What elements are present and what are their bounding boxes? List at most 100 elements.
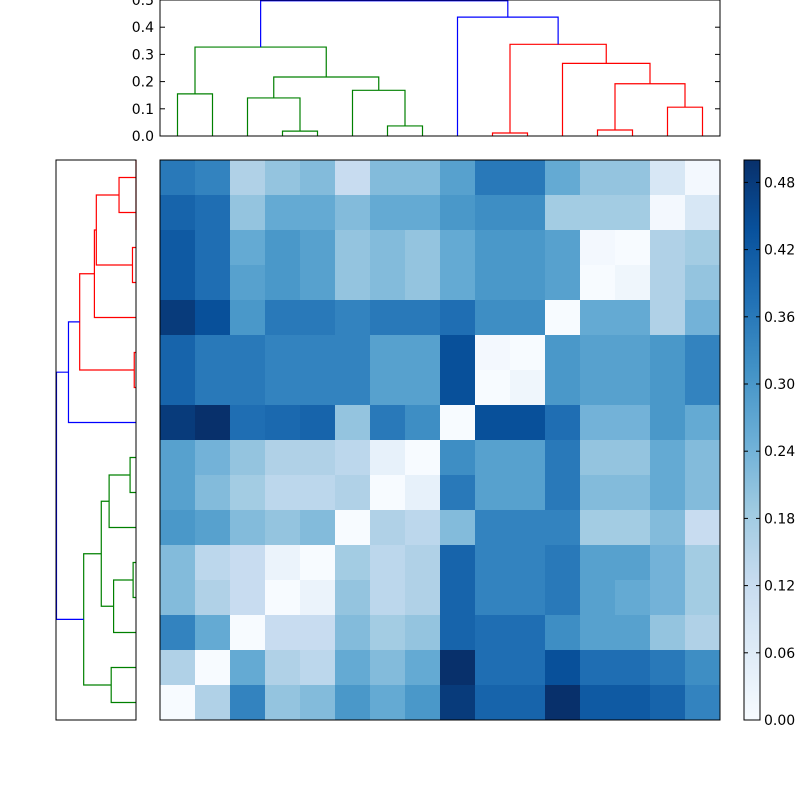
heatmap-cell [335, 545, 371, 581]
heatmap-cell [300, 230, 336, 266]
heatmap-cell [230, 370, 266, 406]
heatmap-cell [335, 335, 371, 371]
heatmap-cell [650, 335, 686, 371]
heatmap-cell [300, 475, 336, 511]
heatmap-cell [300, 685, 336, 721]
heatmap-cell [195, 545, 231, 581]
colorbar: 0.00 0.06 0.12 0.18 0.24 0.30 0.36 0.42 0.48 [743, 159, 795, 729]
heatmap-cell [300, 405, 336, 441]
heatmap-cell [195, 405, 231, 441]
heatmap-cell [265, 370, 301, 406]
heatmap-cell [195, 300, 231, 336]
heatmap-cell [160, 265, 196, 301]
heatmap-cell [510, 370, 546, 406]
heatmap-cell [685, 160, 721, 196]
colorbar-tick-label: 0.12 [764, 579, 795, 595]
heatmap-cell [615, 195, 651, 231]
heatmap-cell [230, 475, 266, 511]
colorbar-tick-label: 0.00 [764, 713, 795, 729]
heatmap-cell [685, 405, 721, 441]
top-dendrogram-ytick-label: 0.0 [132, 129, 154, 145]
heatmap-cell [685, 580, 721, 616]
heatmap-cell [580, 335, 616, 371]
heatmap-cell [160, 545, 196, 581]
heatmap-cell [545, 650, 581, 686]
heatmap-cell [265, 545, 301, 581]
heatmap-cell [405, 545, 441, 581]
heatmap-cell [440, 370, 476, 406]
heatmap-cell [405, 580, 441, 616]
heatmap-cell [650, 370, 686, 406]
heatmap-cell [160, 370, 196, 406]
heatmap-cell [265, 195, 301, 231]
heatmap-cell [265, 160, 301, 196]
heatmap-cell [335, 160, 371, 196]
heatmap-cell [195, 440, 231, 476]
heatmap-cell [160, 230, 196, 266]
heatmap-cell [405, 440, 441, 476]
heatmap-cell [580, 440, 616, 476]
heatmap-cell [300, 195, 336, 231]
heatmap-cell [475, 265, 511, 301]
heatmap-cell [685, 300, 721, 336]
heatmap-cell [615, 335, 651, 371]
heatmap-cell [510, 510, 546, 546]
heatmap-cell [265, 475, 301, 511]
heatmap-cell [195, 475, 231, 511]
heatmap-cell [685, 265, 721, 301]
heatmap-cell [685, 230, 721, 266]
heatmap-cell [370, 195, 406, 231]
heatmap-cell [335, 370, 371, 406]
heatmap-cell [440, 615, 476, 651]
heatmap-cell [475, 335, 511, 371]
heatmap-cell [370, 650, 406, 686]
heatmap-cell [195, 265, 231, 301]
heatmap-cell [580, 300, 616, 336]
heatmap-cell [160, 475, 196, 511]
heatmap-cell [545, 440, 581, 476]
heatmap-cell [510, 265, 546, 301]
heatmap-cell [510, 650, 546, 686]
heatmap-cell [650, 300, 686, 336]
heatmap-cell [335, 405, 371, 441]
heatmap-cell [615, 615, 651, 651]
heatmap-cell [510, 580, 546, 616]
heatmap-cell [265, 650, 301, 686]
heatmap-cell [545, 615, 581, 651]
heatmap-cell [580, 405, 616, 441]
heatmap-cell [195, 230, 231, 266]
heatmap-cell [160, 195, 196, 231]
heatmap-cell [545, 160, 581, 196]
heatmap-cell [545, 195, 581, 231]
heatmap-cell [545, 265, 581, 301]
heatmap-cell [370, 160, 406, 196]
heatmap-cell [685, 685, 721, 721]
left-dendrogram [55, 159, 137, 721]
heatmap-cell [265, 440, 301, 476]
heatmap-cell [650, 195, 686, 231]
heatmap-cell [580, 510, 616, 546]
heatmap-cell [195, 580, 231, 616]
heatmap-cell [230, 650, 266, 686]
heatmap-cell [195, 160, 231, 196]
heatmap-cell [510, 685, 546, 721]
heatmap-cell [685, 615, 721, 651]
heatmap-cell [580, 685, 616, 721]
heatmap-cell [615, 405, 651, 441]
heatmap-cell [265, 230, 301, 266]
heatmap-cell [300, 335, 336, 371]
heatmap-cell [650, 160, 686, 196]
left-dendrogram-frame [55, 159, 137, 721]
heatmap-cell [545, 370, 581, 406]
heatmap-cell [685, 545, 721, 581]
heatmap-cell [230, 195, 266, 231]
heatmap-frame [159, 159, 721, 721]
heatmap-cell [440, 195, 476, 231]
heatmap-cell [545, 580, 581, 616]
heatmap-cell [650, 230, 686, 266]
colorbar-tick-label: 0.24 [764, 444, 795, 460]
heatmap-cell [615, 440, 651, 476]
heatmap-cell [265, 300, 301, 336]
heatmap-cell [650, 545, 686, 581]
heatmap-cell [160, 300, 196, 336]
